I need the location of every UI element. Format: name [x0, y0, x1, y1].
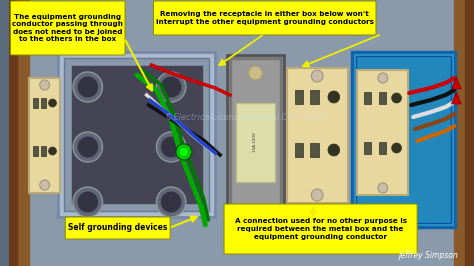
Circle shape [378, 73, 388, 83]
Bar [364, 92, 371, 104]
FancyBboxPatch shape [224, 204, 417, 254]
Bar [295, 90, 303, 104]
Bar [58, 52, 215, 217]
Circle shape [73, 72, 102, 102]
Circle shape [179, 147, 189, 157]
Circle shape [40, 80, 50, 90]
FancyBboxPatch shape [65, 217, 170, 239]
Circle shape [248, 66, 262, 80]
Circle shape [328, 144, 340, 156]
Bar [356, 56, 451, 223]
Bar [9, 0, 29, 266]
Text: A connection used for no other purpose is
required between the metal box and the: A connection used for no other purpose i… [235, 218, 407, 239]
Bar [379, 142, 386, 154]
Text: Removing the receptacle in either box below won't
interrupt the other equipment : Removing the receptacle in either box be… [156, 11, 374, 25]
Bar [295, 143, 303, 157]
Bar [379, 92, 386, 104]
Circle shape [156, 187, 186, 217]
Circle shape [160, 76, 182, 98]
Text: The equipment grounding
conductor passing through
does not need to be joined
to : The equipment grounding conductor passin… [12, 14, 123, 42]
Circle shape [392, 143, 401, 153]
Circle shape [311, 189, 323, 201]
Bar [287, 68, 347, 203]
Bar [236, 103, 275, 182]
Circle shape [392, 93, 401, 103]
FancyBboxPatch shape [10, 1, 125, 55]
Circle shape [77, 191, 99, 213]
Circle shape [73, 187, 102, 217]
Bar [41, 146, 46, 156]
Bar [364, 142, 371, 154]
Text: Jeffrey Simpson: Jeffrey Simpson [399, 251, 458, 260]
Bar [29, 78, 60, 193]
Text: ©ElectricalLicenseRenewal.Com 2020: ©ElectricalLicenseRenewal.Com 2020 [164, 114, 325, 123]
Circle shape [40, 180, 50, 190]
Bar [9, 0, 17, 266]
Bar [465, 0, 474, 266]
Circle shape [49, 99, 56, 107]
Circle shape [176, 144, 191, 160]
Bar [455, 0, 474, 266]
Bar [64, 58, 210, 211]
Bar [310, 143, 319, 157]
Text: 15A 120V: 15A 120V [254, 132, 257, 152]
Circle shape [311, 70, 323, 82]
Bar [227, 55, 284, 230]
Circle shape [49, 147, 56, 155]
Circle shape [378, 183, 388, 193]
Bar [353, 52, 456, 227]
Circle shape [156, 72, 186, 102]
Bar [357, 70, 408, 195]
Bar [41, 98, 46, 108]
Circle shape [160, 136, 182, 158]
Circle shape [77, 76, 99, 98]
FancyBboxPatch shape [154, 1, 376, 35]
Polygon shape [451, 77, 461, 89]
Text: Self grounding devices: Self grounding devices [68, 223, 167, 232]
Bar [33, 98, 38, 108]
Circle shape [73, 132, 102, 162]
Bar [310, 90, 319, 104]
Circle shape [77, 136, 99, 158]
Circle shape [160, 191, 182, 213]
Circle shape [248, 205, 262, 219]
Circle shape [156, 132, 186, 162]
Bar [231, 59, 280, 226]
Bar [72, 66, 201, 203]
Polygon shape [451, 92, 461, 104]
Bar [33, 146, 38, 156]
Circle shape [328, 91, 340, 103]
